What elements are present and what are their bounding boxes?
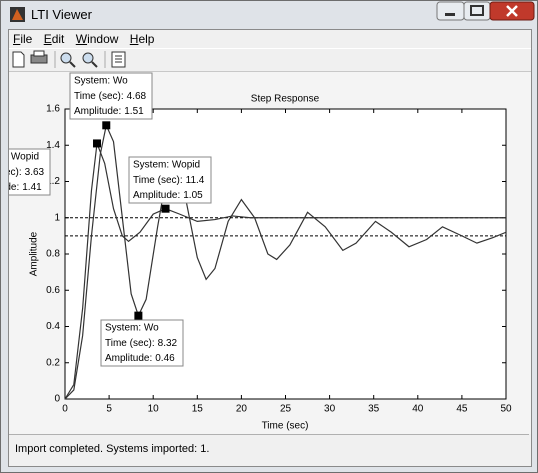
datatip-time: Time (sec): 11.4 [133, 175, 205, 186]
datatip-box [128, 156, 212, 204]
maximize-glyph [470, 5, 484, 16]
x-tick-label: 15 [192, 404, 204, 415]
zoom-handle [69, 61, 76, 68]
datatip-amplitude-value: 1.51 [124, 106, 144, 117]
datatip-time-value: 3.63 [25, 167, 45, 178]
x-tick-label: 50 [500, 404, 512, 415]
datatip-system: System: Wo [74, 76, 128, 87]
x-tick-label: 5 [106, 404, 112, 415]
new-button[interactable] [12, 51, 25, 68]
y-tick-label: 1.4 [46, 140, 60, 151]
datatip-box [100, 319, 184, 367]
zoom-handle [91, 61, 98, 68]
y-tick-label: 0.4 [46, 321, 60, 332]
y-tick-label: 1.2 [46, 176, 60, 187]
config-glyph [115, 55, 122, 63]
x-tick-label: 30 [324, 404, 336, 415]
y-tick-label: 0.8 [46, 249, 60, 260]
close-glyph [506, 5, 518, 17]
response-line [64, 143, 506, 400]
datatip-time-label: Time (sec): [105, 338, 155, 349]
datatip-time-label: Time (sec): [74, 91, 124, 102]
y-axis-label: Amplitude [29, 231, 40, 276]
app-icon-shape [12, 9, 23, 20]
maximize-button[interactable] [463, 1, 491, 21]
title-bar: LTI Viewer [1, 1, 537, 29]
figure: Step Response Time (sec) Amplitude 0 5 10 1… [0, 72, 531, 434]
menu-item[interactable]: Window [75, 32, 119, 46]
menu-item[interactable]: File [13, 32, 33, 46]
x-tick-label: 40 [412, 404, 424, 415]
status-text: Import completed. Systems imported: 1. [15, 443, 210, 455]
datatip-box [0, 148, 51, 196]
datatip-amplitude-value: 0.46 [155, 353, 175, 364]
x-tick-label: 20 [236, 404, 248, 415]
menu-item[interactable]: Help [129, 32, 155, 46]
zoom-in-button[interactable] [60, 52, 72, 64]
datatip-amplitude-value: 1.05 [183, 190, 203, 201]
datatip-time: Time (sec):3.63 [9, 167, 45, 178]
x-tick-label: 45 [456, 404, 468, 415]
datatip-marker [161, 204, 170, 213]
datatip-time-label: Time (sec): [9, 167, 22, 178]
datatip-box [69, 72, 153, 120]
datatip-time: Time (sec): 8.32 [105, 338, 178, 349]
datatip-time-value: 8.32 [158, 338, 178, 349]
datatip-amplitude: Amplitude:1.41 [9, 182, 42, 193]
y-tick-label: 0.6 [46, 285, 60, 296]
window-title: LTI Viewer [31, 7, 92, 22]
datatip-marker [134, 311, 143, 320]
x-tick-label: 10 [148, 404, 160, 415]
x-axis-label: Time (sec) [262, 421, 309, 432]
zoom-out-button[interactable] [82, 52, 94, 64]
datatip-time-value: 11.4 [186, 175, 205, 186]
datatip-amplitude-label: Amplitude: [9, 182, 19, 193]
chart: Step Response Time (sec) Amplitude 0 5 10 1… [0, 72, 512, 432]
status-bar: Import completed. Systems imported: 1. [9, 434, 529, 465]
client-area: File Edit Window Help Ste [0, 29, 532, 467]
toolbar-icons [12, 50, 126, 68]
y-tick-label: 1.6 [46, 104, 60, 115]
datatip-amplitude-label: Amplitude: [105, 353, 152, 364]
response-line [64, 123, 507, 400]
datatip-marker [102, 121, 111, 130]
datatip-marker [93, 139, 102, 148]
menu-bar: File Edit Window Help [9, 30, 531, 48]
datatip-time-label: Time (sec): [133, 175, 183, 186]
menu-item[interactable]: Edit [43, 32, 65, 46]
y-tick-label: 1 [54, 212, 60, 223]
datatip-time-value: 4.68 [127, 91, 147, 102]
minimize-glyph [445, 13, 455, 16]
toolbar [9, 48, 531, 72]
y-tick-label: 0.2 [46, 357, 60, 368]
datatip-amplitude: Amplitude: 1.51 [74, 106, 144, 117]
datatip-time: Time (sec): 4.68 [74, 91, 147, 102]
x-tick-label: 0 [62, 404, 68, 415]
y-tick-label: 0 [54, 394, 60, 405]
datatip-amplitude: Amplitude: 0.46 [105, 353, 175, 364]
datatip-amplitude-label: Amplitude: [133, 190, 180, 201]
datatip-system: System: Wopid [133, 160, 200, 171]
datatip-system: System: Wo [105, 323, 159, 334]
datatip-amplitude: Amplitude: 1.05 [133, 190, 203, 201]
datatip-system: System: Wopid [9, 152, 39, 163]
title-icons [10, 1, 535, 22]
x-tick-label: 25 [280, 404, 292, 415]
minimize-button[interactable] [436, 1, 465, 21]
x-tick-label: 35 [368, 404, 380, 415]
chart-title: Step Response [251, 94, 320, 105]
datatip-amplitude-label: Amplitude: [74, 106, 121, 117]
datatip-amplitude-value: 1.41 [22, 182, 42, 193]
print-paper [33, 50, 45, 57]
